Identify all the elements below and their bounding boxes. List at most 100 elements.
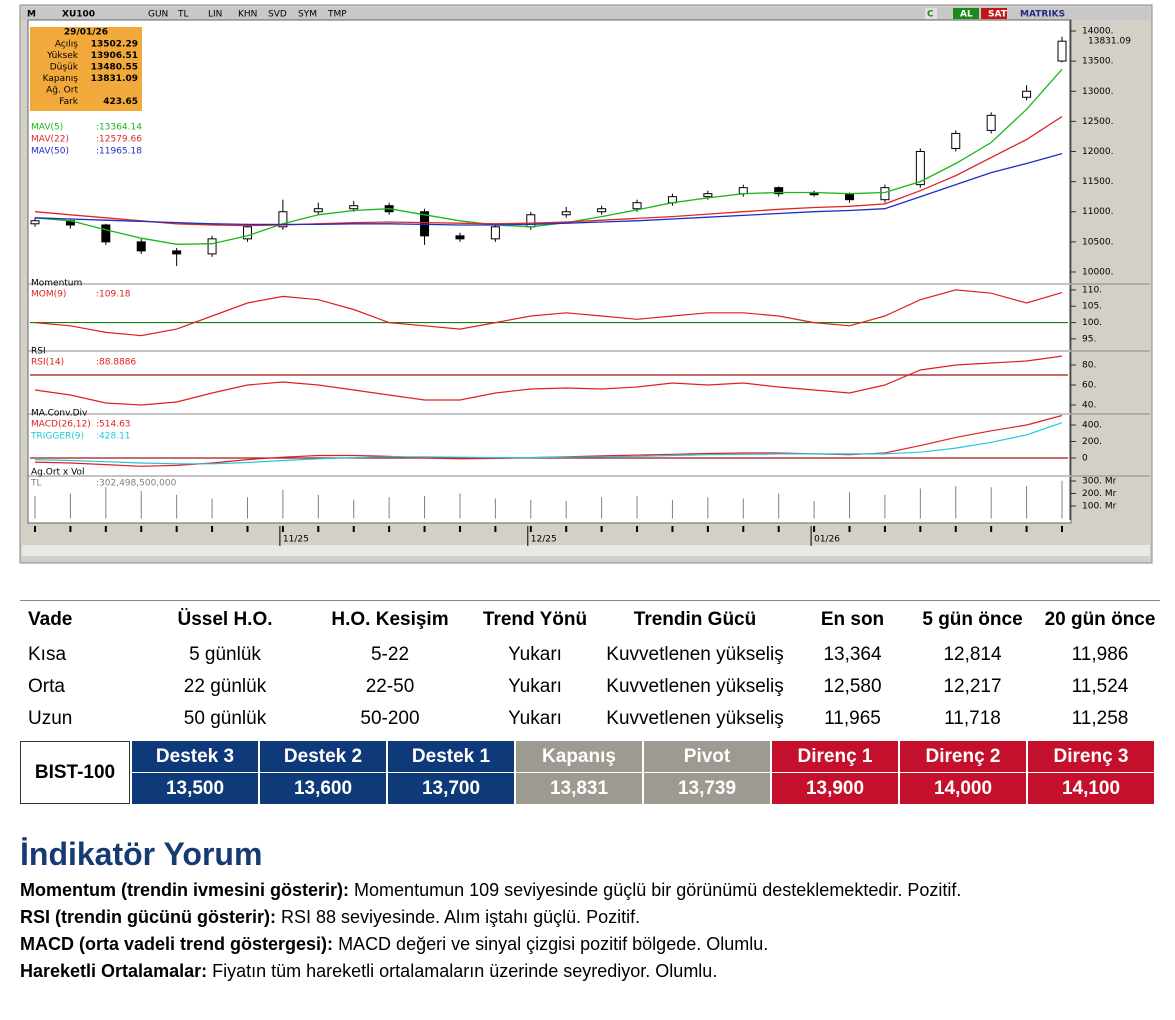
legend-readout: :428.11: [96, 432, 131, 442]
y-tick-label: 10000.: [1082, 267, 1114, 277]
table-cell: 50 günlük: [183, 708, 267, 729]
indicator-line: [34, 355, 1063, 406]
commentary-label: Momentum (trendin ivmesini gösterir):: [20, 880, 350, 900]
candle-body: [490, 226, 500, 240]
candle-body: [632, 202, 642, 210]
legend-readout: :11965.18: [96, 147, 142, 157]
legend-readout: :109.18: [96, 290, 131, 300]
scrollbar[interactable]: [22, 545, 1150, 556]
y-tick-label: 95.: [1082, 334, 1096, 344]
y-tick-label: 400.: [1082, 420, 1102, 430]
commentary-text: Fiyatın tüm hareketli ortalamaların üzer…: [212, 961, 718, 981]
table-header-cell: En son: [820, 609, 885, 630]
table-cell: 11,986: [1071, 644, 1129, 665]
y-tick-label: 100. Mr: [1082, 502, 1117, 512]
legend-readout: :88.8886: [96, 358, 137, 368]
commentary-text: RSI 88 seviyesinde. Alım iştahı güçlü. P…: [281, 907, 641, 927]
info-label: Açılış: [55, 40, 78, 50]
legend-name: TL: [30, 479, 42, 489]
table-cell: Kuvvetlenen yükseliş: [606, 644, 784, 665]
toolbar-button[interactable]: SAT: [988, 10, 1008, 20]
candle-body: [455, 235, 465, 240]
level-value: 13,739: [644, 773, 770, 804]
candle-body: [986, 114, 996, 131]
legend-name: RSI(14): [31, 358, 64, 368]
info-value: 13480.55: [91, 63, 138, 73]
level-label: Destek 2: [260, 741, 386, 772]
info-date: 29/01/26: [64, 28, 108, 38]
toolbar-button[interactable]: KHN: [238, 10, 257, 20]
table-header-cell: H.O. Kesişim: [331, 609, 449, 630]
table-cell: 13,364: [823, 644, 882, 665]
legend-name: MAV(22): [31, 135, 69, 145]
toolbar-button[interactable]: AL: [960, 10, 973, 20]
y-tick-label: 80.: [1082, 361, 1096, 371]
table-cell: 5 günlük: [189, 644, 261, 665]
level-label: Pivot: [644, 741, 770, 772]
toolbar-button[interactable]: TL: [177, 10, 189, 20]
commentary-item: RSI (trendin gücünü gösterir): RSI 88 se…: [20, 904, 1160, 931]
candle-body: [1022, 90, 1032, 98]
table-cell: 12,814: [943, 644, 1002, 665]
table-cell: 11,524: [1071, 676, 1129, 697]
info-value: 423.65: [103, 97, 138, 107]
table-cell: 5-22: [370, 644, 410, 665]
commentary: İndikatör Yorum Momentum (trendin ivmesin…: [20, 836, 1160, 985]
level-value: 13,600: [260, 773, 386, 804]
candle-body: [561, 211, 571, 216]
legend-readout: :12579.66: [96, 135, 142, 145]
toolbar-logo: M: [27, 10, 36, 20]
toolbar-button[interactable]: SVD: [268, 10, 287, 20]
candle-body: [880, 187, 890, 201]
trend-table: Vade Üssel H.O. H.O. Kesişim Trend Yönü Tren…: [20, 600, 1160, 735]
table-cell: 11,718: [944, 708, 1001, 729]
candle-body: [845, 193, 855, 201]
commentary-title: İndikatör Yorum: [20, 836, 263, 872]
trend-header: Vade Üssel H.O. H.O. Kesişim Trend Yönü Tren…: [20, 600, 1160, 640]
info-box: [30, 27, 142, 111]
table-cell: 11,258: [1071, 708, 1129, 729]
table-header-cell: 20 gün önce: [1044, 609, 1156, 630]
level-value: 14,100: [1028, 773, 1154, 804]
table-row: Orta 22 günlük 22-50 Yukarı Kuvvetlenen yüks…: [20, 671, 1160, 703]
toolbar-button-bg: [925, 8, 937, 19]
toolbar-button[interactable]: SYM: [298, 10, 317, 20]
legend-name: MACD(26,12): [31, 420, 91, 430]
table-row: Uzun 50 günlük 50-200 Yukarı Kuvvetlenen yük…: [20, 703, 1160, 735]
y-tick-label: 100.: [1082, 318, 1102, 328]
y-tick-label: 11000.: [1082, 207, 1114, 217]
y-tick-label: 105.: [1082, 302, 1102, 312]
table-cell: Yukarı: [508, 644, 562, 665]
commentary-label: MACD (orta vadeli trend göstergesi):: [20, 934, 334, 954]
candle-body: [172, 250, 182, 255]
commentary-text: Momentumun 109 seviyesinde güçlü bir gör…: [354, 880, 962, 900]
level-value: 14,000: [900, 773, 1026, 804]
legend-readout: :514.63: [96, 420, 131, 430]
x-tick-label: 11/25: [283, 535, 309, 545]
table-cell: 12,580: [823, 676, 882, 697]
legend-name: MOM(9): [31, 290, 66, 300]
level-value: 13,500: [132, 773, 258, 804]
legend-name: MAV(5): [31, 123, 63, 133]
level-value: 13,831: [516, 773, 642, 804]
toolbar-buttons: GUN TL LIN KHN SVD SYM TMP C AL SAT: [148, 8, 1008, 20]
table-cell: Yukarı: [508, 708, 562, 729]
toolbar-button[interactable]: LIN: [208, 10, 222, 20]
panel-title: Momentum: [31, 279, 82, 289]
candle-body: [278, 211, 288, 228]
toolbar-button[interactable]: GUN: [148, 10, 168, 20]
y-tick-label: 13500.: [1082, 57, 1114, 67]
table-cell: Kuvvetlenen yükseliş: [606, 708, 784, 729]
candle-body: [774, 187, 784, 195]
candle-body: [349, 205, 359, 210]
table-cell: Kısa: [28, 644, 67, 665]
candle-body: [1057, 40, 1067, 62]
candle-body: [207, 238, 217, 255]
toolbar-button[interactable]: C: [927, 10, 934, 20]
level-label: Direnç 3: [1028, 741, 1154, 772]
table-header-cell: Üssel H.O.: [177, 609, 273, 630]
level-label: Direnç 2: [900, 741, 1026, 772]
y-tick-label: 110.: [1082, 285, 1102, 295]
toolbar-button[interactable]: TMP: [327, 10, 347, 20]
